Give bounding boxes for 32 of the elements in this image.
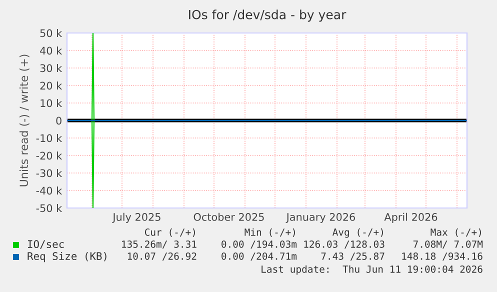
text: 135.26m/ 3.31 bbox=[122, 240, 196, 249]
text: Avg (-/+) bbox=[332, 228, 383, 238]
y-tick-label: 20 k bbox=[40, 82, 62, 90]
y-tick-label: 40 k bbox=[40, 46, 62, 55]
y-tick-label: 0 bbox=[56, 116, 62, 125]
y-tick-label: -50 k bbox=[36, 204, 62, 212]
text: Last update: Thu Jun 11 19:00:04 2026 bbox=[262, 265, 482, 275]
x-tick-label: October 2025 bbox=[194, 212, 264, 221]
text: 0.00 /204.71m bbox=[222, 252, 297, 261]
text: Min (-/+) bbox=[244, 228, 295, 237]
text: 126.03 /128.03 bbox=[304, 240, 384, 249]
y-tick-label: 50 k bbox=[40, 29, 62, 38]
y-tick-label: -10 k bbox=[36, 134, 62, 142]
text: 10.07 /26.92 bbox=[128, 252, 196, 261]
y-tick-label: -40 k bbox=[36, 186, 62, 195]
text: Cur (-/+) bbox=[144, 228, 195, 237]
text: 7.43 /25.87 bbox=[321, 252, 384, 261]
x-tick-label: April 2026 bbox=[384, 212, 438, 223]
y-tick-label: 30 k bbox=[40, 64, 62, 72]
text: 148.18 /934.16 bbox=[402, 252, 482, 261]
text: Max (-/+) bbox=[430, 228, 481, 237]
legend-label: Req Size (KB) bbox=[28, 252, 106, 262]
text: 7.08M/ 7.07M bbox=[413, 240, 483, 249]
x-tick-label: January 2026 bbox=[286, 213, 355, 223]
text: 0.00 /194.03m bbox=[222, 240, 297, 249]
y-tick-label: -20 k bbox=[36, 152, 62, 160]
legend-label: IO/sec bbox=[28, 240, 64, 249]
y-tick-label: 10 k bbox=[40, 99, 62, 108]
chart-title: IOs for /dev/sda - by year bbox=[189, 10, 346, 22]
y-axis-title: Units read (-) / write (+) bbox=[19, 54, 30, 186]
y-tick-label: -30 k bbox=[36, 169, 62, 178]
x-tick-label: July 2025 bbox=[112, 212, 160, 223]
